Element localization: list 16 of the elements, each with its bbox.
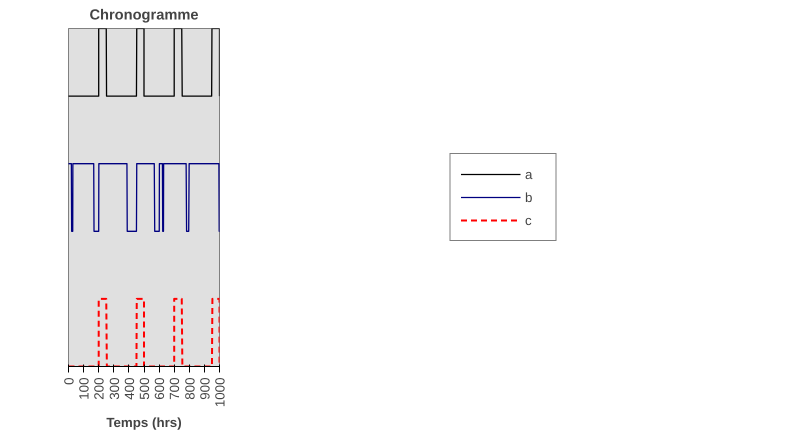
x-axis-title: Temps (hrs)	[106, 415, 182, 430]
x-tick-label: 600	[152, 377, 168, 400]
legend-label: a	[525, 166, 534, 182]
x-tick-label: 400	[122, 377, 137, 400]
x-tick-label: 900	[197, 377, 212, 400]
legend-label: c	[525, 212, 533, 228]
x-tick-label: 700	[167, 377, 182, 400]
x-tick-label: 100	[76, 377, 92, 400]
x-tick-label: 200	[92, 377, 107, 400]
x-tick-label: 300	[106, 377, 122, 400]
x-tick-label: 500	[137, 377, 152, 400]
legend-label: b	[525, 190, 534, 204]
x-tick-label: 1000	[212, 377, 228, 408]
x-tick-label: 0	[62, 377, 76, 385]
x-tick-label: 800	[182, 377, 198, 400]
chart-title: Chronogramme	[89, 8, 199, 24]
